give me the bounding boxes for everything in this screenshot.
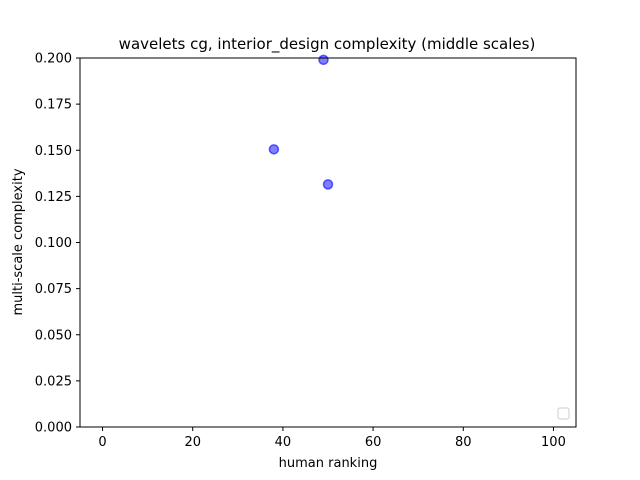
x-tick-label: 0 (98, 435, 106, 450)
y-tick-label: 0.100 (35, 236, 72, 251)
plot-frame (79, 57, 577, 428)
data-point (318, 54, 329, 66)
y-tick-label: 0.000 (35, 421, 72, 436)
x-tick-label: 40 (275, 435, 292, 450)
x-axis-label: human ranking (279, 456, 378, 471)
y-tick-label: 0.075 (35, 282, 72, 297)
data-point (268, 144, 280, 155)
y-tick-label: 0.125 (35, 190, 72, 205)
x-tick-label: 60 (365, 435, 382, 450)
points-layer (268, 54, 334, 190)
x-tick-label: 100 (541, 435, 566, 450)
y-tick-label: 0.150 (35, 144, 72, 159)
y-axis-label: multi-scale complexity (11, 168, 26, 315)
y-axis-ticks: 0.000 0.025 0.050 0.075 0.100 0.125 0.150 0.175… (35, 52, 80, 436)
legend-box (557, 407, 570, 420)
x-axis-ticks: 0 20 40 60 80 100 (98, 427, 566, 450)
x-tick-label: 80 (455, 435, 472, 450)
y-tick-label: 0.050 (35, 328, 72, 343)
x-tick-label: 20 (184, 435, 201, 450)
y-tick-label: 0.025 (35, 374, 72, 389)
data-point (322, 179, 334, 190)
y-tick-label: 0.200 (35, 52, 72, 67)
y-tick-label: 0.175 (35, 98, 72, 113)
chart-title: wavelets cg, interior_design complexity … (119, 35, 536, 54)
